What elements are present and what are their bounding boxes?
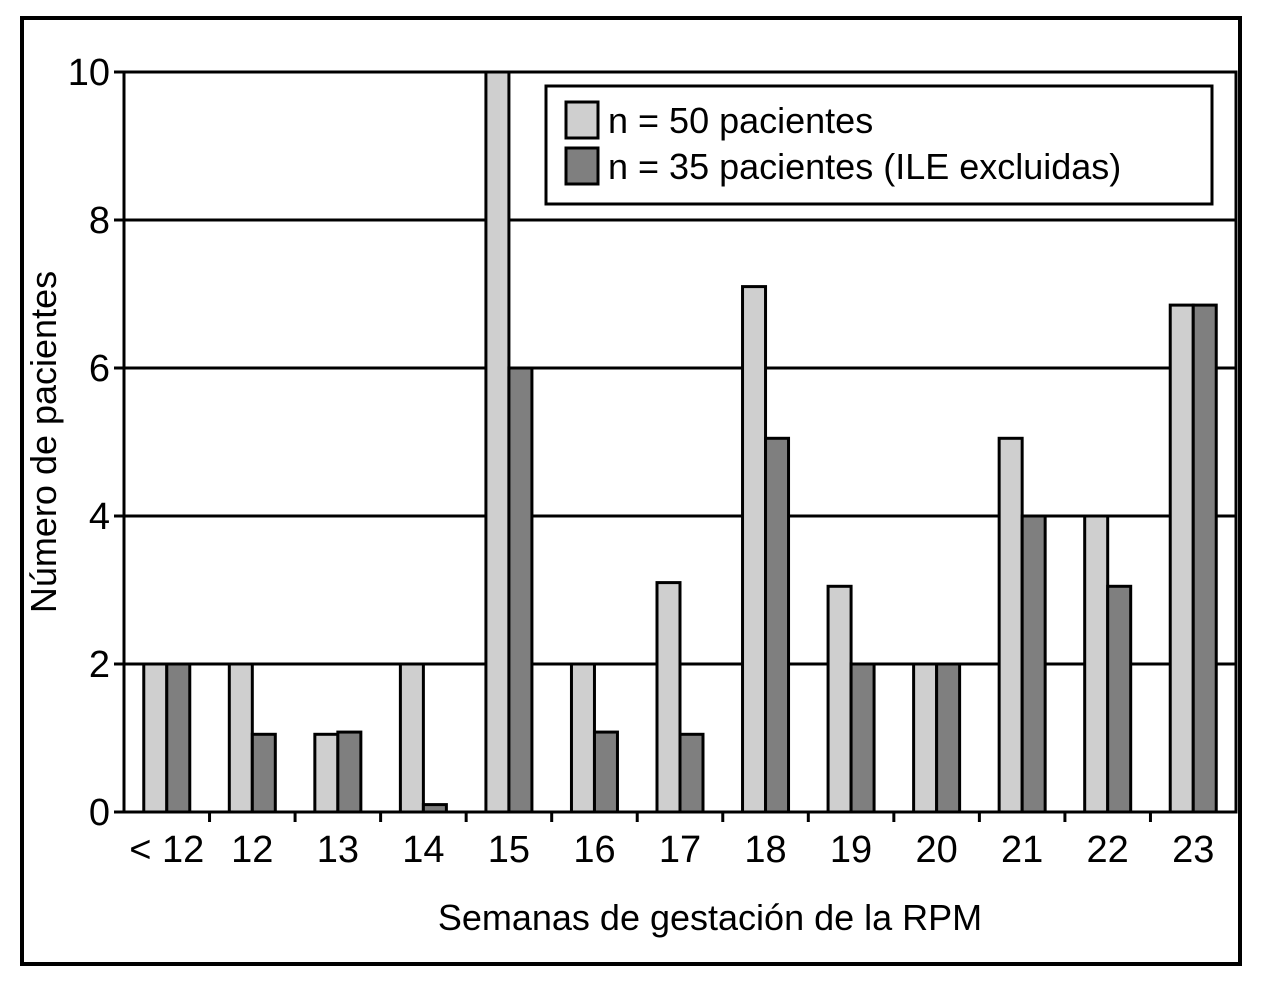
x-tick-label-11: 22	[1087, 829, 1129, 871]
bar-n50-23	[1168, 303, 1195, 814]
x-tick-label-6: 17	[659, 829, 701, 871]
bar-n50-12	[227, 662, 254, 814]
bar-n35-17	[678, 732, 705, 814]
x-tick-label-4: 15	[488, 829, 530, 871]
x-tick-label-9: 20	[915, 829, 957, 871]
x-tick-label-0: < 12	[129, 829, 204, 871]
legend-label-n35: n = 35 pacientes (ILE excluidas)	[608, 146, 1121, 187]
bar-n50-22	[1083, 514, 1110, 814]
bar-n35-21	[1020, 514, 1047, 814]
x-tick-label-10: 21	[1001, 829, 1043, 871]
bar-n50-20	[912, 662, 939, 814]
legend-swatch-n50	[564, 100, 600, 140]
y-axis-ticks: 0 2 4 6 8 10	[68, 52, 124, 834]
legend-label-n50: n = 50 pacientes	[608, 100, 873, 141]
bar-n35-22	[1106, 584, 1133, 814]
bar-n50-16	[569, 662, 596, 814]
x-tick-label-7: 18	[744, 829, 786, 871]
bar-n50-13	[313, 732, 340, 814]
bar-n35-23	[1191, 303, 1218, 814]
bar-n50-12-lt	[142, 662, 169, 814]
plot-area-border	[122, 70, 1238, 814]
x-axis-title: Semanas de gestación de la RPM	[438, 897, 982, 938]
bar-n50-21	[997, 436, 1024, 814]
x-tick-label-2: 13	[317, 829, 359, 871]
x-tick-label-5: 16	[573, 829, 615, 871]
x-tick-label-3: 14	[402, 829, 444, 871]
bar-n35-20	[935, 662, 962, 814]
y-tick-label-4: 4	[89, 496, 110, 538]
bar-n35-19	[849, 662, 876, 814]
bar-n35-18	[764, 436, 791, 814]
x-tick-label-1: 12	[231, 829, 273, 871]
bar-n50-19	[826, 584, 853, 814]
y-axis-title: Número de pacientes	[23, 271, 64, 613]
y-tick-label-0: 0	[89, 792, 110, 834]
legend-swatch-n35	[564, 146, 600, 186]
bar-n35-12-lt	[165, 662, 192, 814]
bar-n35-15	[507, 366, 534, 814]
y-tick-label-6: 6	[89, 348, 110, 390]
y-tick-label-8: 8	[89, 200, 110, 242]
bar-n35-16	[592, 730, 619, 814]
bar-n35-13	[336, 730, 363, 814]
legend: n = 50 pacientes n = 35 pacientes (ILE e…	[544, 84, 1214, 206]
bar-n50-18	[741, 285, 768, 814]
y-tick-label-10: 10	[68, 52, 110, 94]
legend-box	[544, 84, 1214, 206]
bar-n35-12	[250, 732, 277, 814]
x-axis-ticks: < 12 12 13 14 15 16 17 18 19 20 21 22 23	[129, 812, 1214, 871]
x-tick-label-8: 19	[830, 829, 872, 871]
bar-n50-14	[398, 662, 425, 814]
bar-n50-17	[655, 581, 682, 814]
x-tick-label-12: 23	[1172, 829, 1214, 871]
bar-n50-15	[484, 70, 511, 814]
bars	[142, 70, 1218, 814]
y-tick-label-2: 2	[89, 644, 110, 686]
